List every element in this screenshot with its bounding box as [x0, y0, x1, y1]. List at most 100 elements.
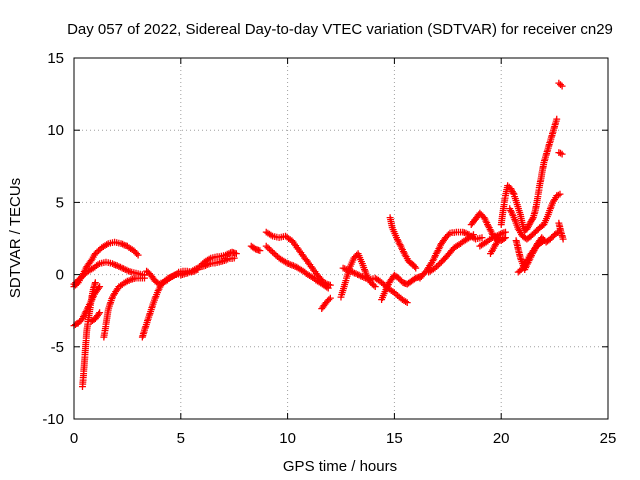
data-point: +	[84, 313, 93, 326]
data-point: +	[83, 258, 92, 271]
data-point: +	[155, 277, 164, 290]
data-point: +	[378, 291, 387, 304]
data-point: +	[124, 264, 133, 277]
data-point: +	[131, 271, 140, 284]
data-point: +	[88, 285, 97, 298]
data-point: +	[83, 319, 92, 332]
data-point: +	[467, 218, 476, 231]
data-point: +	[146, 305, 155, 318]
data-point: +	[524, 254, 533, 267]
data-point: +	[174, 268, 183, 281]
data-point: +	[277, 231, 286, 244]
data-point: +	[116, 237, 125, 250]
data-point: +	[499, 200, 508, 213]
data-point: +	[408, 273, 417, 286]
data-point: +	[186, 265, 195, 278]
data-point: +	[432, 260, 441, 273]
data-point: +	[130, 272, 139, 285]
data-point: +	[71, 318, 80, 331]
data-point: +	[99, 331, 108, 344]
data-point: +	[255, 244, 264, 257]
data-point: +	[105, 298, 114, 311]
data-point: +	[512, 219, 521, 232]
data-point: +	[551, 116, 560, 129]
data-point: +	[305, 258, 314, 271]
data-point: +	[551, 118, 560, 131]
data-point: +	[488, 231, 497, 244]
data-point: +	[366, 272, 375, 285]
data-point: +	[501, 225, 510, 238]
data-point: +	[361, 271, 370, 284]
data-point: +	[498, 227, 507, 240]
data-point: +	[387, 273, 396, 286]
data-point: +	[547, 131, 556, 144]
data-point: +	[323, 277, 332, 290]
chart-title: Day 057 of 2022, Sidereal Day-to-day VTE…	[67, 21, 613, 38]
data-point: +	[88, 289, 97, 302]
data-point: +	[201, 255, 210, 268]
data-point: +	[227, 245, 236, 258]
data-point: +	[445, 227, 454, 240]
data-point: +	[516, 208, 525, 221]
data-point: +	[477, 208, 486, 221]
series-track-9: +++++++++++++++++++++++++++++++++	[176, 245, 241, 281]
data-point: +	[319, 299, 328, 312]
data-point: +	[557, 227, 566, 240]
data-point: +	[480, 211, 489, 224]
data-point: +	[295, 244, 304, 257]
data-point: +	[276, 252, 285, 265]
data-point: +	[491, 231, 500, 244]
data-point: +	[506, 182, 515, 195]
data-point: +	[88, 314, 97, 327]
data-point: +	[117, 261, 126, 274]
data-point: +	[106, 296, 115, 309]
data-point: +	[88, 252, 97, 265]
data-point: +	[295, 262, 304, 275]
data-point: +	[319, 279, 328, 292]
data-point: +	[266, 244, 275, 257]
data-point: +	[400, 248, 409, 261]
data-point: +	[74, 276, 83, 289]
data-point: +	[379, 289, 388, 302]
data-point: +	[308, 271, 317, 284]
data-point: +	[405, 256, 414, 269]
data-point: +	[358, 270, 367, 283]
data-point: +	[80, 354, 89, 367]
data-point: +	[409, 258, 418, 271]
data-point: +	[531, 200, 540, 213]
data-point: +	[82, 303, 91, 316]
y-tick-labels: -10 -5 0 5 10 15	[42, 50, 64, 428]
data-point: +	[354, 249, 363, 262]
data-point: +	[281, 256, 290, 269]
data-point: +	[546, 200, 555, 213]
data-point: +	[537, 231, 546, 244]
data-point: +	[348, 266, 357, 279]
data-point: +	[96, 243, 105, 256]
data-point: +	[93, 309, 102, 322]
data-point: +	[470, 214, 479, 227]
data-point: +	[466, 230, 475, 243]
data-point: +	[90, 288, 99, 301]
data-point: +	[550, 228, 559, 241]
data-point: +	[447, 226, 456, 239]
data-point: +	[289, 259, 298, 272]
data-point: +	[538, 219, 547, 232]
data-point: +	[517, 228, 526, 241]
data-point: +	[519, 231, 528, 244]
data-point: +	[206, 251, 215, 264]
data-point: +	[314, 270, 323, 283]
data-point: +	[347, 265, 356, 278]
data-point: +	[526, 247, 535, 260]
data-point: +	[424, 266, 433, 279]
data-point: +	[121, 276, 130, 289]
series-track-27: ++++++++++++++++++++++	[514, 234, 549, 279]
data-point: +	[225, 252, 234, 265]
data-point: +	[377, 276, 386, 289]
data-point: +	[450, 226, 459, 239]
data-point: +	[453, 239, 462, 252]
data-point: +	[85, 307, 94, 320]
data-point: +	[79, 361, 88, 374]
data-point: +	[547, 231, 556, 244]
data-point: +	[515, 246, 524, 259]
data-point: +	[442, 250, 451, 263]
